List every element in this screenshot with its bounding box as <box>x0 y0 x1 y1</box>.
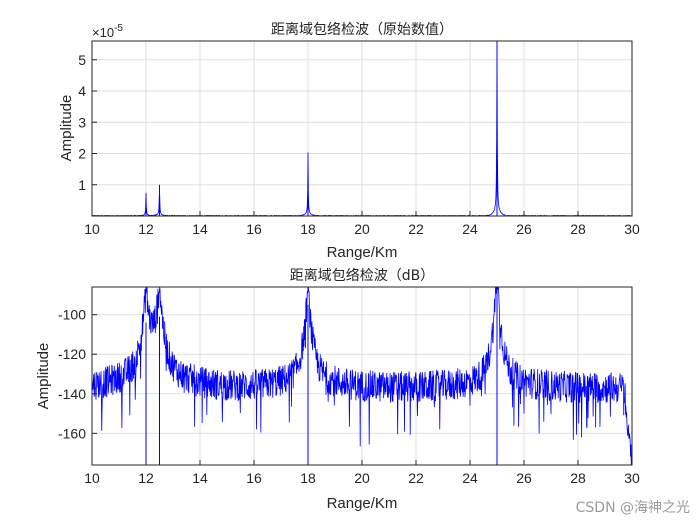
x-tick-label: 20 <box>354 470 370 486</box>
x-tick-label: 22 <box>408 221 424 237</box>
x-tick-label: 30 <box>624 221 640 237</box>
x-tick-label: 28 <box>570 470 586 486</box>
x-tick-label: 16 <box>246 470 262 486</box>
axes-box <box>91 286 633 466</box>
x-tick-label: 18 <box>300 470 316 486</box>
y-tick-label: -160 <box>58 425 86 441</box>
x-tick-label: 18 <box>300 221 316 237</box>
x-tick-label: 14 <box>192 221 208 237</box>
x-tick-label: 24 <box>462 470 478 486</box>
x-tick-label: 12 <box>138 470 154 486</box>
bottom-plot: 10 12 14 16 18 20 22 24 26 28 30 -100 -120 -140 -160 <box>58 286 640 486</box>
y-tick-label: -140 <box>58 386 86 402</box>
x-tick-label: 10 <box>84 470 100 486</box>
x-tick-label: 26 <box>516 470 532 486</box>
watermark: CSDN @海神之光 <box>576 500 690 516</box>
y-tick-label: 3 <box>78 114 86 130</box>
y-tick-label: -120 <box>58 346 86 362</box>
axes-box <box>91 40 633 217</box>
x-tick-label: 16 <box>246 221 262 237</box>
top-chart-title: 距离域包络检波（原始数值） <box>271 21 453 38</box>
x-tick-label: 28 <box>570 221 586 237</box>
x-tick-label: 10 <box>84 221 100 237</box>
top-x-axis-label: Range/Km <box>327 244 398 261</box>
top-y-exponent-label: ×10-5 <box>92 23 123 40</box>
x-tick-label: 20 <box>354 221 370 237</box>
x-tick-label: 12 <box>138 221 154 237</box>
bottom-x-axis-label: Range/Km <box>327 495 398 512</box>
y-tick-label: 1 <box>78 177 86 193</box>
series-line <box>91 286 633 466</box>
x-tick-label: 14 <box>192 470 208 486</box>
bottom-y-axis-label: Amplitude <box>35 343 52 410</box>
bottom-chart-title: 距离域包络检波（dB） <box>290 267 435 284</box>
x-tick-label: 24 <box>462 221 478 237</box>
x-tick-label: 22 <box>408 470 424 486</box>
y-tick-label: 2 <box>78 146 86 162</box>
x-tick-label: 26 <box>516 221 532 237</box>
y-tick-label: 4 <box>78 83 86 99</box>
x-tick-label: 30 <box>624 470 640 486</box>
top-y-axis-label: Amplitude <box>58 95 75 162</box>
y-tick-label: 5 <box>78 52 86 68</box>
y-tick-label: -100 <box>58 307 86 323</box>
